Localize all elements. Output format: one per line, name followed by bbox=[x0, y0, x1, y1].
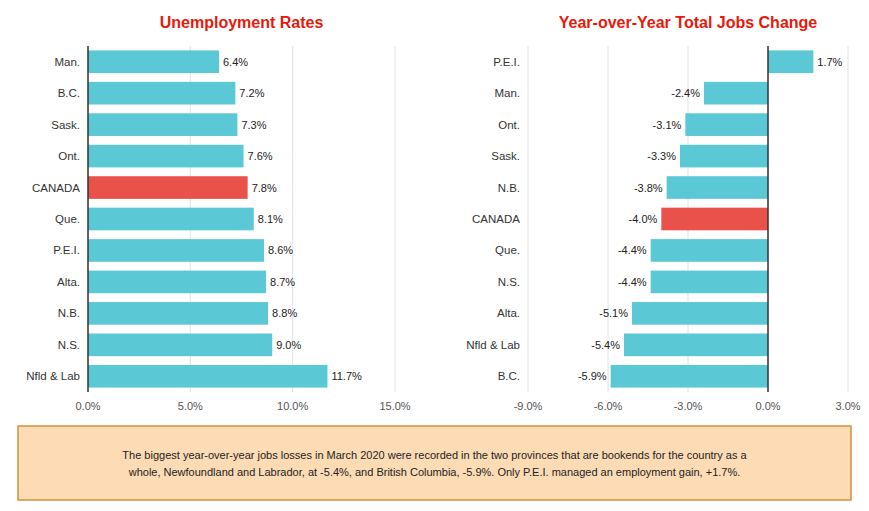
grid bbox=[88, 46, 395, 392]
data-label: -4.4% bbox=[618, 244, 647, 256]
axis-line bbox=[87, 46, 89, 392]
bar bbox=[88, 239, 264, 262]
data-label: -3.1% bbox=[653, 119, 682, 131]
y-tick-label: Alta. bbox=[497, 307, 520, 319]
data-label: 7.3% bbox=[241, 119, 266, 131]
footnote-text: The biggest year-over-year jobs losses i… bbox=[122, 449, 747, 478]
bar bbox=[685, 113, 768, 136]
y-tick-label: Ont. bbox=[58, 150, 80, 162]
y-tick-label: P.E.I. bbox=[493, 56, 520, 68]
data-label: 8.8% bbox=[272, 307, 297, 319]
data-label: -4.4% bbox=[618, 276, 647, 288]
y-tick-label: Que. bbox=[55, 213, 80, 225]
bar bbox=[611, 365, 768, 388]
data-label: -3.8% bbox=[634, 182, 663, 194]
data-label: -5.1% bbox=[599, 307, 628, 319]
x-tick-label: 15.0% bbox=[379, 400, 410, 412]
bar bbox=[88, 365, 327, 388]
bar bbox=[667, 176, 768, 199]
x-tick-label: 10.0% bbox=[277, 400, 308, 412]
y-tick-label: Man. bbox=[54, 56, 80, 68]
x-tick-label: -3.0% bbox=[674, 400, 703, 412]
data-label: 7.8% bbox=[252, 182, 277, 194]
bar bbox=[88, 113, 237, 136]
x-tick-label: 5.0% bbox=[178, 400, 203, 412]
y-tick-label: N.B. bbox=[498, 182, 520, 194]
bar bbox=[680, 145, 768, 168]
data-label: 9.0% bbox=[276, 339, 301, 351]
y-tick-label: Nfld & Lab bbox=[466, 339, 520, 351]
chart-panel: Year-over-Year Total Jobs Change -9.0% -6.… bbox=[466, 14, 860, 412]
data-label: 8.1% bbox=[258, 213, 283, 225]
chart-title: Year-over-Year Total Jobs Change bbox=[559, 14, 818, 31]
x-tick-label: -9.0% bbox=[514, 400, 543, 412]
grid-line bbox=[395, 46, 396, 392]
bar bbox=[661, 208, 768, 231]
bar bbox=[88, 82, 235, 105]
x-tick-label: 0.0% bbox=[755, 400, 780, 412]
data-label: -2.4% bbox=[671, 87, 700, 99]
grid bbox=[528, 46, 848, 392]
bars bbox=[611, 50, 814, 387]
grid-line bbox=[528, 46, 529, 392]
bar bbox=[88, 176, 248, 199]
bar bbox=[768, 50, 813, 73]
y-tick-label: Sask. bbox=[491, 150, 520, 162]
data-label: 8.7% bbox=[270, 276, 295, 288]
bar bbox=[624, 333, 768, 356]
data-label: -4.0% bbox=[629, 213, 658, 225]
y-tick-label: CANADA bbox=[472, 213, 520, 225]
x-tick-label: 0.0% bbox=[75, 400, 100, 412]
x-tick-label: 3.0% bbox=[835, 400, 860, 412]
y-tick-label: N.S. bbox=[498, 276, 520, 288]
bar bbox=[651, 239, 768, 262]
bar bbox=[88, 333, 272, 356]
y-tick-label: P.E.I. bbox=[53, 244, 80, 256]
footnote-box bbox=[18, 426, 851, 500]
axis-line bbox=[767, 46, 769, 392]
y-tick-label: Sask. bbox=[51, 119, 80, 131]
data-label: -3.3% bbox=[647, 150, 676, 162]
chart-title: Unemployment Rates bbox=[160, 14, 324, 31]
data-label: -5.9% bbox=[578, 370, 607, 382]
data-label: 11.7% bbox=[331, 370, 362, 382]
bar bbox=[88, 208, 254, 231]
data-label: 1.7% bbox=[817, 56, 842, 68]
bar bbox=[651, 271, 768, 294]
chart-panel: Unemployment Rates 0.0% 5.0% 10.0% 15.0% 11.7… bbox=[26, 14, 411, 412]
grid-line bbox=[848, 46, 849, 392]
data-label: 6.4% bbox=[223, 56, 248, 68]
data-label: -5.4% bbox=[591, 339, 620, 351]
grid-line bbox=[768, 46, 769, 392]
y-tick-label: Que. bbox=[495, 244, 520, 256]
bars bbox=[88, 50, 327, 387]
y-tick-label: N.B. bbox=[58, 307, 80, 319]
footnote: The biggest year-over-year jobs losses i… bbox=[18, 426, 851, 500]
bar bbox=[704, 82, 768, 105]
y-tick-label: CANADA bbox=[32, 182, 80, 194]
y-tick-label: B.C. bbox=[58, 87, 80, 99]
chart-container: Unemployment Rates 0.0% 5.0% 10.0% 15.0% 11.7… bbox=[0, 0, 869, 511]
y-tick-label: N.S. bbox=[58, 339, 80, 351]
y-tick-label: Ont. bbox=[498, 119, 520, 131]
grid-line bbox=[88, 46, 89, 392]
bar bbox=[88, 302, 268, 325]
data-label: 8.6% bbox=[268, 244, 293, 256]
y-tick-label: Nfld & Lab bbox=[26, 370, 80, 382]
bar bbox=[632, 302, 768, 325]
y-tick-label: Man. bbox=[494, 87, 520, 99]
y-tick-label: Alta. bbox=[57, 276, 80, 288]
x-tick-label: -6.0% bbox=[594, 400, 623, 412]
bar bbox=[88, 50, 219, 73]
data-label: 7.2% bbox=[239, 87, 264, 99]
y-tick-label: B.C. bbox=[498, 370, 520, 382]
data-label: 7.6% bbox=[248, 150, 273, 162]
figure: Unemployment Rates 0.0% 5.0% 10.0% 15.0% 11.7… bbox=[0, 0, 869, 511]
bar bbox=[88, 145, 244, 168]
bar bbox=[88, 271, 266, 294]
